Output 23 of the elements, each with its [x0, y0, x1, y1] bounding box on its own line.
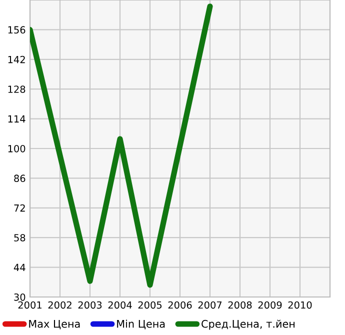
y-tick-label: 44	[14, 264, 26, 271]
x-tick-label: 2005	[138, 301, 162, 309]
y-tick-label: 30	[14, 293, 26, 301]
x-tick-label: 2003	[78, 301, 102, 309]
x-tick-label: 2006	[168, 301, 192, 309]
y-tick-label: 128	[8, 86, 26, 93]
y-tick-label: 58	[14, 234, 26, 242]
y-tick-label: 114	[8, 115, 26, 122]
x-tick-label: 2008	[228, 301, 252, 309]
y-tick-label: 142	[8, 56, 25, 64]
y-tick-label: 86	[14, 174, 26, 182]
x-tick-label: 2009	[258, 301, 282, 309]
y-tick-label: 156	[8, 26, 26, 34]
x-tick-label: 2002	[48, 301, 72, 309]
y-tick-label: 72	[14, 204, 25, 212]
legend-label: Max Цена	[29, 320, 80, 330]
x-tick-label: 2010	[288, 301, 312, 309]
x-tick-label: 2007	[198, 301, 222, 309]
y-tick-label: 100	[8, 144, 26, 152]
legend-label: Сред.Цена, т.йен	[202, 320, 295, 330]
x-tick-label: 2004	[108, 301, 132, 309]
x-tick-label: 2001	[18, 301, 42, 309]
legend-label: Min Цена	[117, 320, 165, 330]
